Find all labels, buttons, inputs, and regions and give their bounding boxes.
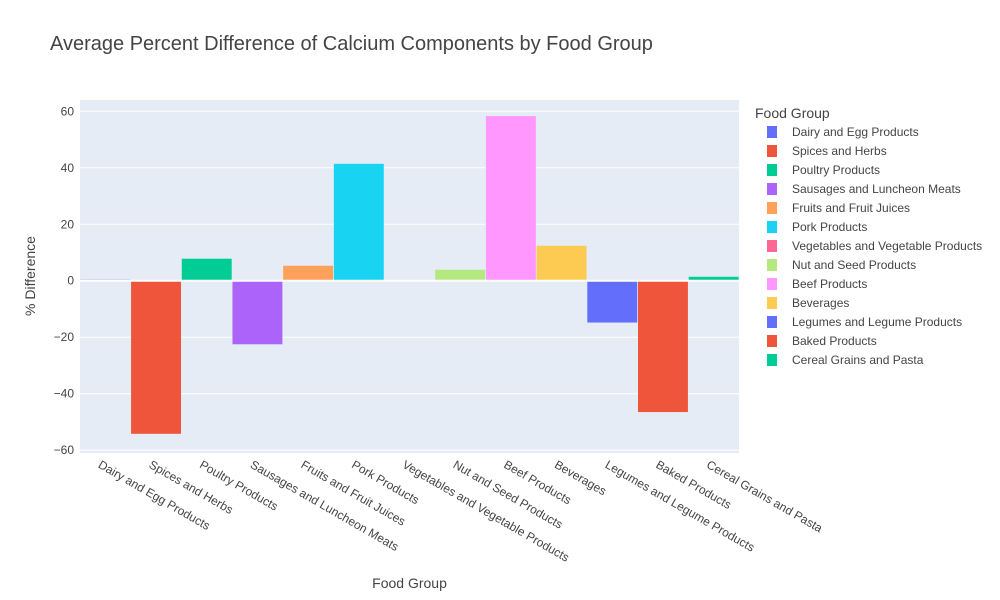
bar	[536, 245, 587, 281]
legend-item-label: Beverages	[792, 296, 849, 310]
legend-item-label: Dairy and Egg Products	[792, 125, 919, 139]
y-tick-label: 60	[61, 104, 75, 118]
bar	[131, 280, 182, 434]
y-tick-label: −20	[54, 330, 75, 344]
bar	[587, 280, 638, 323]
legend-swatch	[767, 145, 777, 157]
legend-items: Dairy and Egg Products Spices and Herbs Po…	[767, 125, 982, 367]
legend-item-label: Baked Products	[792, 334, 877, 348]
legend-title: Food Group	[755, 105, 830, 121]
legend-swatch	[767, 278, 777, 290]
y-tick-label: −60	[54, 443, 75, 457]
legend-item-label: Fruits and Fruit Juices	[792, 201, 910, 215]
legend-swatch	[767, 164, 777, 176]
legend-item-label: Pork Products	[792, 220, 867, 234]
legend-item-label: Legumes and Legume Products	[792, 315, 962, 329]
y-tick-label: 40	[61, 161, 75, 175]
bar	[232, 280, 283, 345]
legend-swatch	[767, 354, 777, 366]
legend-item-label: Vegetables and Vegetable Products	[792, 239, 982, 253]
legend-item-label: Sausages and Luncheon Meats	[792, 182, 961, 196]
legend-swatch	[767, 126, 777, 138]
legend-item-label: Beef Products	[792, 277, 867, 291]
legend-item-label: Poultry Products	[792, 163, 880, 177]
bar	[485, 116, 536, 281]
legend-swatch	[767, 183, 777, 195]
bar	[333, 163, 384, 281]
x-axis-title: Food Group	[372, 575, 447, 591]
legend-swatch	[767, 259, 777, 271]
legend-item-label: Nut and Seed Products	[792, 258, 916, 272]
bar	[181, 258, 232, 281]
bar	[637, 280, 688, 413]
legend: Food Group Dairy and Egg Products Spices …	[755, 105, 982, 367]
y-tick-label: −40	[54, 387, 75, 401]
legend-item-label: Cereal Grains and Pasta	[792, 353, 924, 367]
chart-title: Average Percent Difference of Calcium Co…	[50, 33, 653, 55]
legend-swatch	[767, 316, 777, 328]
y-tick-label: 20	[61, 217, 75, 231]
legend-swatch	[767, 297, 777, 309]
legend-swatch	[767, 240, 777, 252]
bar	[283, 265, 334, 281]
legend-swatch	[767, 335, 777, 347]
bar	[435, 269, 486, 281]
y-tick-labels: 60 40 20 0 −20 −40 −60	[54, 104, 75, 457]
y-axis-title: % Difference	[22, 236, 38, 316]
legend-swatch	[767, 221, 777, 233]
gridlines	[80, 110, 739, 451]
y-tick-label: 0	[67, 274, 74, 288]
legend-swatch	[767, 202, 777, 214]
legend-item-label: Spices and Herbs	[792, 144, 887, 158]
bars	[80, 116, 739, 434]
bar	[688, 276, 739, 281]
